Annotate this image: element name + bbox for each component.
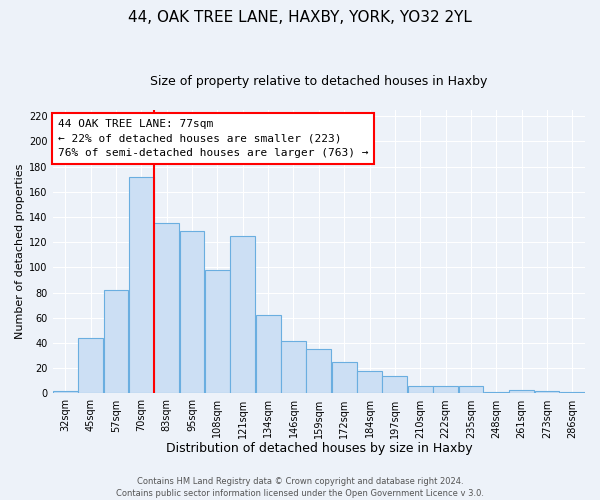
Bar: [357, 371, 382, 394]
Bar: [205, 270, 230, 394]
Bar: [179, 231, 205, 394]
Bar: [408, 386, 433, 394]
Text: 44 OAK TREE LANE: 77sqm
← 22% of detached houses are smaller (223)
76% of semi-d: 44 OAK TREE LANE: 77sqm ← 22% of detache…: [58, 118, 368, 158]
Bar: [256, 316, 281, 394]
Text: 44, OAK TREE LANE, HAXBY, YORK, YO32 2YL: 44, OAK TREE LANE, HAXBY, YORK, YO32 2YL: [128, 10, 472, 25]
Bar: [154, 224, 179, 394]
Y-axis label: Number of detached properties: Number of detached properties: [15, 164, 25, 340]
X-axis label: Distribution of detached houses by size in Haxby: Distribution of detached houses by size …: [166, 442, 472, 455]
Bar: [104, 290, 128, 394]
Bar: [53, 391, 78, 394]
Bar: [458, 386, 484, 394]
Bar: [509, 390, 534, 394]
Bar: [382, 376, 407, 394]
Bar: [560, 392, 585, 394]
Bar: [230, 236, 255, 394]
Bar: [433, 386, 458, 394]
Title: Size of property relative to detached houses in Haxby: Size of property relative to detached ho…: [150, 75, 488, 88]
Bar: [484, 392, 509, 394]
Bar: [307, 350, 331, 394]
Text: Contains HM Land Registry data © Crown copyright and database right 2024.
Contai: Contains HM Land Registry data © Crown c…: [116, 476, 484, 498]
Bar: [129, 177, 154, 394]
Bar: [332, 362, 356, 394]
Bar: [78, 338, 103, 394]
Bar: [535, 391, 559, 394]
Bar: [281, 340, 306, 394]
